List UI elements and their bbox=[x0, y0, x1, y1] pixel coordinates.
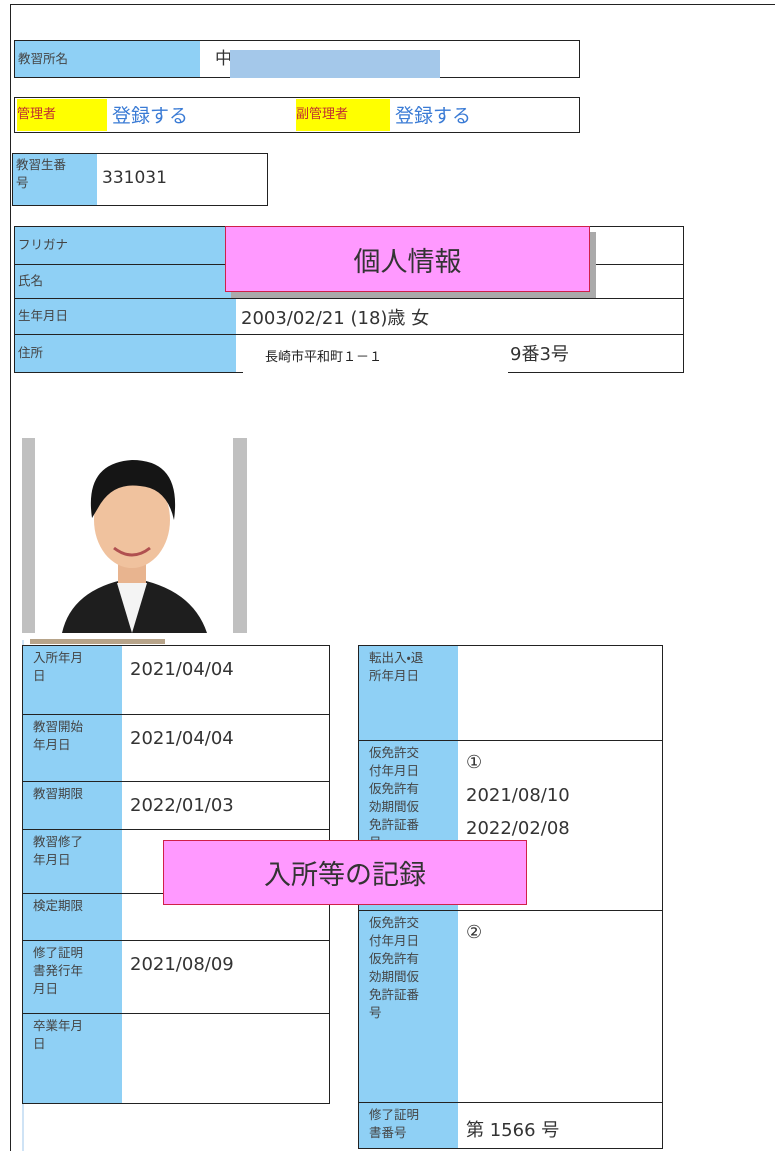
record-label: 仮免許交付年月日仮免許有効期間仮免許証番号 bbox=[359, 911, 458, 1102]
sub-manager-label: 副管理者 bbox=[296, 99, 390, 131]
record-label: 転出入・退所年月日 bbox=[359, 646, 458, 740]
record-label: 検定期限 bbox=[23, 894, 122, 940]
record-label: 修了証明書番号 bbox=[359, 1103, 458, 1148]
record-label: 入所年月日 bbox=[23, 646, 122, 714]
record-value: 2021/04/04 bbox=[130, 728, 234, 749]
student-number-label: 教習生番号 bbox=[13, 154, 97, 205]
address-overlay: 長崎市平和町１－１ bbox=[243, 340, 508, 375]
record-row bbox=[22, 1013, 330, 1104]
record-label: 修了証明書発行年月日 bbox=[23, 941, 122, 1013]
redaction bbox=[230, 50, 440, 78]
record-label-text: 教習開始年月日 bbox=[33, 719, 84, 752]
record-value-line: 2021/08/10 bbox=[466, 785, 570, 806]
record-label: 教習期限 bbox=[23, 782, 122, 829]
record-label: 教習開始年月日 bbox=[23, 715, 122, 781]
record-value: 2021/08/09 bbox=[130, 954, 234, 975]
record-row bbox=[358, 1102, 663, 1149]
record-label-text: 転出入・退所年月日 bbox=[369, 650, 424, 683]
school-label: 教習所名 bbox=[15, 41, 200, 77]
record-label: 卒業年月日 bbox=[23, 1014, 122, 1103]
personal-label: 生年月日 bbox=[15, 299, 236, 334]
record-value: 2021/04/04 bbox=[130, 659, 234, 680]
record-value-line: ② bbox=[466, 922, 483, 943]
sub-manager-link[interactable]: 登録する bbox=[395, 105, 472, 127]
record-label-text: 教習修了年月日 bbox=[33, 834, 84, 867]
personal-banner: 個人情報 bbox=[225, 226, 590, 292]
record-label-text: 入所年月日 bbox=[33, 650, 84, 683]
personal-label: フリガナ bbox=[15, 227, 236, 264]
record-label-text: 教習期限 bbox=[33, 786, 84, 801]
personal-value: 2003/02/21 (18)歳 女 bbox=[241, 308, 430, 329]
student-number-row bbox=[12, 153, 268, 206]
record-label: 教習修了年月日 bbox=[23, 830, 122, 893]
manager-label: 管理者 bbox=[17, 99, 107, 131]
record-value: 2022/01/03 bbox=[130, 795, 234, 816]
school-value: 中 bbox=[215, 49, 232, 69]
photo-strip bbox=[30, 639, 165, 644]
record-value-line: ① bbox=[466, 752, 483, 773]
manager-link[interactable]: 登録する bbox=[112, 105, 189, 127]
personal-label: 氏名 bbox=[15, 265, 236, 298]
record-label-text: 仮免許交付年月日仮免許有効期間仮免許証番号 bbox=[369, 745, 420, 850]
record-label-text: 卒業年月日 bbox=[33, 1018, 84, 1051]
photo bbox=[22, 438, 247, 633]
manager-row bbox=[14, 97, 580, 133]
personal-label: 住所 bbox=[15, 335, 236, 372]
outer-frame bbox=[10, 4, 775, 1151]
admission-banner: 入所等の記録 bbox=[163, 840, 527, 905]
record-label-text: 修了証明書発行年月日 bbox=[33, 945, 84, 996]
personal-value: 9番3号 bbox=[510, 344, 569, 365]
record-label-text: 仮免許交付年月日仮免許有効期間仮免許証番号 bbox=[369, 915, 420, 1020]
record-value: 第 1566 号 bbox=[466, 1120, 560, 1141]
record-label-text: 修了証明書番号 bbox=[369, 1107, 420, 1140]
student-number-value: 331031 bbox=[102, 168, 167, 188]
record-value-line: 2022/02/08 bbox=[466, 818, 570, 839]
record-label-text: 検定期限 bbox=[33, 898, 84, 913]
